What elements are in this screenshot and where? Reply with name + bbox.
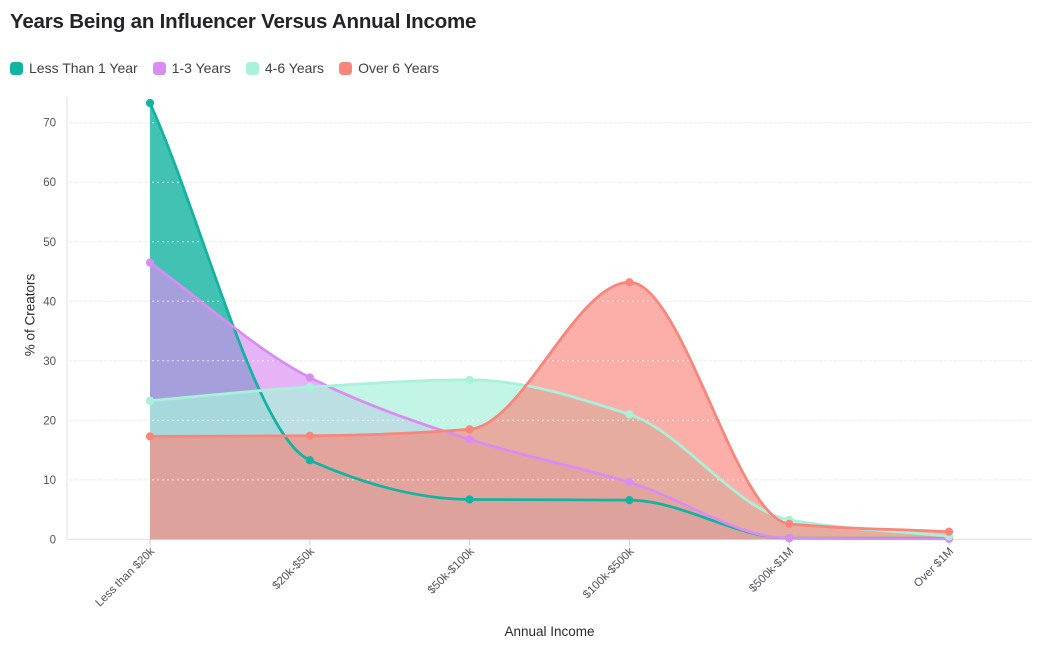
x-tick-label: $50k-$100k bbox=[426, 545, 477, 596]
data-point-4-6-years[interactable] bbox=[145, 396, 155, 405]
legend-item-less-than-1-year[interactable]: Less Than 1 Year bbox=[10, 60, 138, 76]
data-point-1-3-years[interactable] bbox=[145, 258, 155, 267]
legend-swatch-1-3-years bbox=[152, 61, 166, 75]
line-4-6-years bbox=[148, 378, 951, 538]
x-tick-label: $20k-$50k bbox=[270, 545, 317, 592]
data-point-1-3-years[interactable] bbox=[785, 534, 794, 543]
legend: Less Than 1 Year 1-3 Years 4-6 Years Over 6… bbox=[10, 60, 439, 76]
chart-title: Years Being an Influencer Versus Annual … bbox=[10, 10, 477, 33]
data-point-over-6-years[interactable] bbox=[465, 425, 474, 434]
legend-item-4-6-years[interactable]: 4-6 Years bbox=[245, 60, 325, 76]
data-point-less-than-1-year[interactable] bbox=[465, 495, 474, 504]
y-tick-label: 20 bbox=[43, 415, 56, 427]
y-tick-label: 10 bbox=[43, 475, 56, 487]
legend-swatch-4-6-years bbox=[245, 61, 259, 75]
y-tick-label: 70 bbox=[43, 118, 56, 130]
data-point-over-6-years[interactable] bbox=[785, 519, 794, 529]
y-tick-label: 0 bbox=[50, 534, 56, 546]
legend-item-label: Less Than 1 Year bbox=[29, 60, 138, 76]
legend-item-1-3-years[interactable]: 1-3 Years bbox=[152, 60, 231, 76]
data-point-over-6-years[interactable] bbox=[305, 431, 314, 440]
legend-item-label: 1-3 Years bbox=[171, 60, 231, 76]
line-1-3-years bbox=[148, 261, 951, 541]
data-point-4-6-years[interactable] bbox=[465, 375, 474, 384]
x-axis-title: Annual Income bbox=[504, 624, 595, 639]
data-point-less-than-1-year[interactable] bbox=[145, 98, 155, 108]
data-point-1-3-years[interactable] bbox=[305, 373, 314, 382]
data-point-1-3-years[interactable] bbox=[465, 435, 474, 444]
y-tick-label: 60 bbox=[43, 177, 56, 189]
legend-item-label: 4-6 Years bbox=[264, 60, 325, 76]
x-tick-label: Less than $20k bbox=[93, 545, 157, 609]
data-point-over-6-years[interactable] bbox=[145, 432, 155, 441]
legend-item-label: Over 6 Years bbox=[358, 60, 439, 76]
x-tick-label: $100k-$500k bbox=[581, 545, 637, 601]
data-point-less-than-1-year[interactable] bbox=[625, 496, 634, 505]
y-tick-label: 50 bbox=[43, 237, 56, 249]
y-tick-label: 40 bbox=[43, 296, 56, 308]
y-tick-label: 30 bbox=[43, 356, 56, 368]
data-point-less-than-1-year[interactable] bbox=[305, 456, 314, 465]
data-point-over-6-years[interactable] bbox=[625, 278, 634, 287]
x-tick-label: $500k-$1M bbox=[747, 546, 796, 595]
data-point-4-6-years[interactable] bbox=[625, 410, 634, 419]
data-point-over-6-years[interactable] bbox=[944, 527, 954, 536]
legend-swatch-over-6-years bbox=[339, 61, 353, 75]
legend-item-over-6-years[interactable]: Over 6 Years bbox=[339, 60, 439, 76]
legend-swatch-less-than-1-year bbox=[10, 61, 23, 75]
data-point-4-6-years[interactable] bbox=[305, 382, 314, 392]
x-tick-label: Over $1M bbox=[912, 546, 956, 590]
data-point-1-3-years[interactable] bbox=[625, 478, 634, 487]
